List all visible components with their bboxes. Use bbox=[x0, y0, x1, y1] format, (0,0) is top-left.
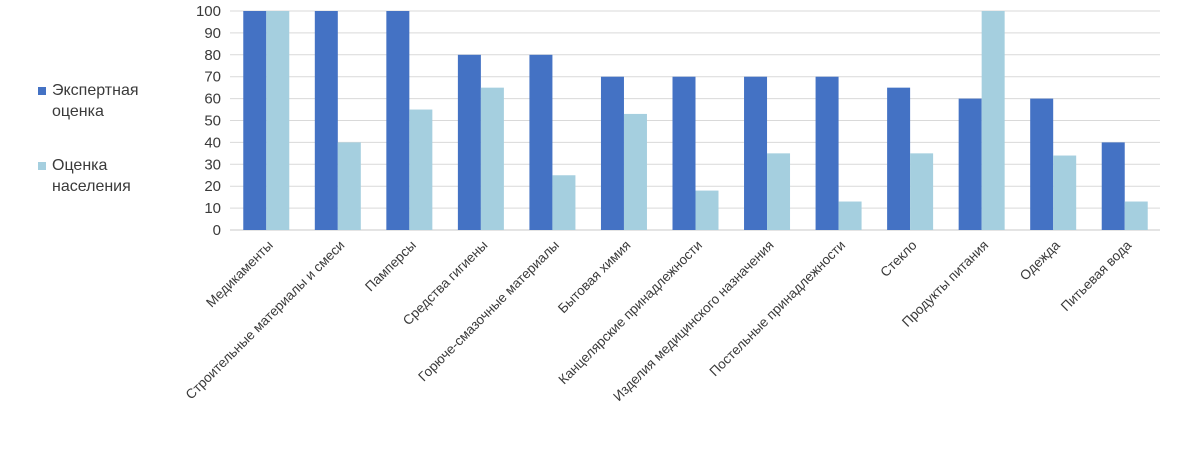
legend-swatch-expert bbox=[38, 87, 46, 95]
y-tick-label: 60 bbox=[204, 91, 221, 108]
x-category-label: Строительные материалы и смеси bbox=[183, 238, 348, 403]
bar-expert bbox=[386, 11, 410, 230]
bar-expert bbox=[815, 76, 839, 230]
y-tick-label: 10 bbox=[204, 200, 221, 217]
bar-expert bbox=[887, 87, 911, 231]
legend-swatch-population bbox=[38, 162, 46, 170]
bar-population bbox=[910, 153, 934, 230]
y-axis-ticks: 0 10 20 30 40 50 60 70 80 90 100 bbox=[196, 3, 221, 239]
legend-label-expert: Экспертная оценка bbox=[52, 80, 162, 122]
x-category-label: Постельные принадлежности bbox=[707, 238, 849, 380]
bar-population bbox=[409, 109, 433, 230]
bars bbox=[243, 11, 1148, 231]
legend-label-population-line2: населения bbox=[52, 178, 131, 195]
legend-item-expert: Экспертная оценка bbox=[38, 80, 188, 122]
legend: Экспертная оценка Оценка населения bbox=[38, 80, 188, 230]
bar-population bbox=[1053, 155, 1077, 230]
bar-population bbox=[552, 175, 576, 230]
bar-expert bbox=[958, 98, 982, 230]
legend-item-population: Оценка населения bbox=[38, 155, 188, 197]
y-tick-label: 0 bbox=[213, 222, 221, 239]
bar-population bbox=[981, 11, 1005, 230]
bar-expert bbox=[243, 11, 267, 230]
x-category-label: Медикаменты bbox=[203, 238, 276, 311]
y-tick-label: 70 bbox=[204, 69, 221, 86]
bar-expert bbox=[600, 76, 624, 230]
x-category-label: Памперсы bbox=[362, 238, 419, 295]
bar-population bbox=[337, 142, 361, 230]
y-tick-label: 100 bbox=[196, 3, 221, 20]
bar-population bbox=[266, 11, 290, 230]
y-tick-label: 50 bbox=[204, 113, 221, 130]
bar-population bbox=[695, 190, 719, 230]
x-category-label: Бытовая химия bbox=[555, 238, 634, 317]
x-category-label: Одежда bbox=[1017, 237, 1063, 283]
bar-expert bbox=[457, 54, 481, 230]
bar-population bbox=[767, 153, 791, 230]
bar-population bbox=[1124, 201, 1148, 230]
y-tick-label: 90 bbox=[204, 25, 221, 42]
legend-label-expert-line1: Экспертная bbox=[52, 82, 139, 99]
legend-label-expert-line2: оценка bbox=[52, 103, 104, 120]
x-category-label: Стекло bbox=[877, 238, 919, 280]
bar-expert bbox=[314, 11, 338, 230]
y-tick-label: 80 bbox=[204, 47, 221, 64]
bar-expert bbox=[1101, 142, 1125, 230]
bar-expert bbox=[744, 76, 768, 230]
y-tick-label: 30 bbox=[204, 156, 221, 173]
bar-population bbox=[838, 201, 862, 230]
y-tick-label: 40 bbox=[204, 134, 221, 151]
bar-population bbox=[623, 113, 647, 230]
x-category-label: Канцелярские принадлежности bbox=[556, 238, 706, 388]
legend-label-population: Оценка населения bbox=[52, 155, 162, 197]
bar-expert bbox=[672, 76, 696, 230]
y-tick-label: 20 bbox=[204, 178, 221, 195]
bar-population bbox=[480, 87, 504, 231]
x-category-label: Изделия медицинского назначения bbox=[610, 238, 776, 404]
bar-expert bbox=[529, 54, 553, 230]
bar-expert bbox=[1030, 98, 1054, 230]
x-category-label: Горюче-смазочные материалы bbox=[415, 238, 562, 385]
legend-label-population-line1: Оценка bbox=[52, 157, 108, 174]
x-category-label: Питьевая вода bbox=[1058, 237, 1135, 314]
